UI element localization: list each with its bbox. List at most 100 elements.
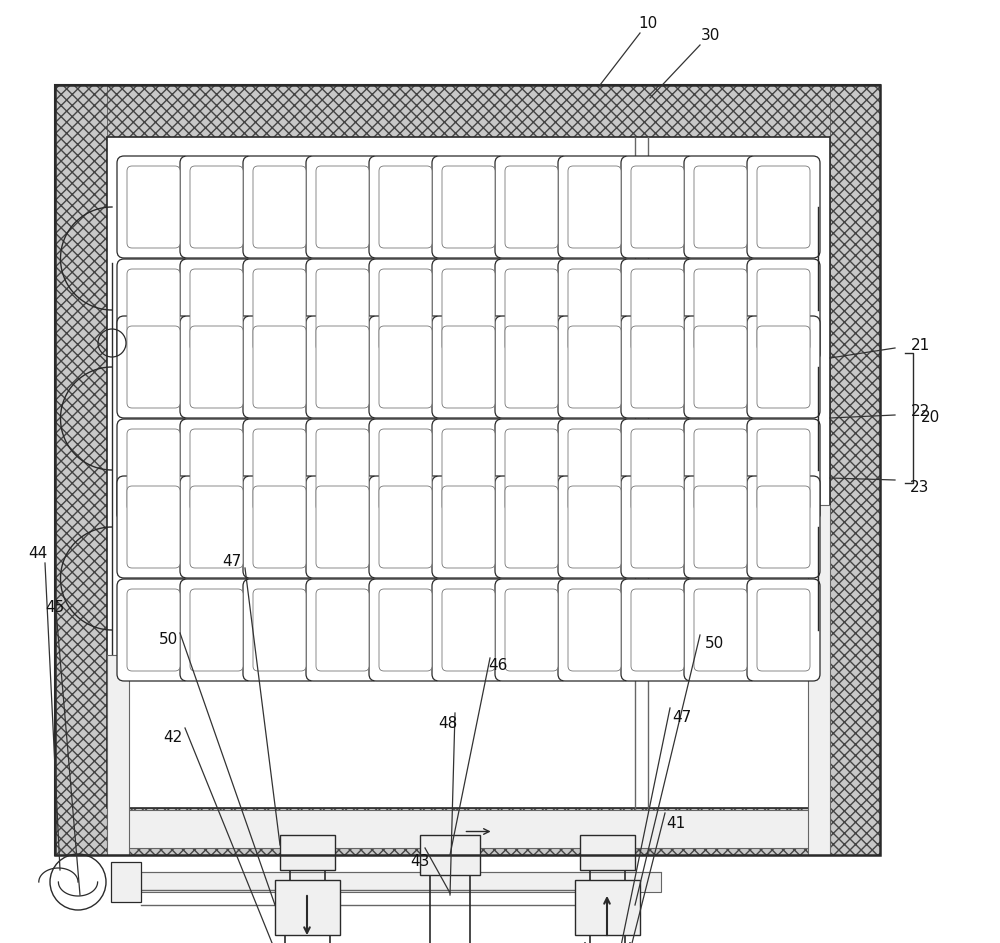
Text: 47: 47 bbox=[222, 554, 242, 569]
FancyBboxPatch shape bbox=[505, 429, 558, 511]
FancyBboxPatch shape bbox=[243, 316, 316, 418]
Text: 23: 23 bbox=[910, 481, 930, 495]
FancyBboxPatch shape bbox=[127, 326, 180, 408]
Bar bbox=[830, 85, 880, 855]
FancyBboxPatch shape bbox=[316, 429, 369, 511]
FancyBboxPatch shape bbox=[568, 269, 621, 351]
FancyBboxPatch shape bbox=[558, 579, 631, 681]
FancyBboxPatch shape bbox=[684, 476, 757, 578]
FancyBboxPatch shape bbox=[568, 326, 621, 408]
FancyBboxPatch shape bbox=[747, 259, 820, 361]
FancyBboxPatch shape bbox=[180, 419, 253, 521]
Bar bbox=[420, 835, 480, 875]
Bar bbox=[55, 85, 880, 137]
Text: 22: 22 bbox=[910, 405, 930, 420]
FancyBboxPatch shape bbox=[253, 589, 306, 671]
FancyBboxPatch shape bbox=[432, 579, 505, 681]
FancyBboxPatch shape bbox=[495, 419, 568, 521]
FancyBboxPatch shape bbox=[127, 486, 180, 568]
FancyBboxPatch shape bbox=[369, 259, 442, 361]
FancyBboxPatch shape bbox=[306, 316, 379, 418]
FancyBboxPatch shape bbox=[558, 156, 631, 258]
FancyBboxPatch shape bbox=[621, 476, 694, 578]
Text: 44: 44 bbox=[28, 545, 48, 560]
FancyBboxPatch shape bbox=[117, 476, 190, 578]
FancyBboxPatch shape bbox=[495, 259, 568, 361]
FancyBboxPatch shape bbox=[747, 419, 820, 521]
FancyBboxPatch shape bbox=[631, 269, 684, 351]
FancyBboxPatch shape bbox=[180, 579, 253, 681]
Bar bbox=[111, 862, 141, 902]
FancyBboxPatch shape bbox=[558, 476, 631, 578]
FancyBboxPatch shape bbox=[306, 476, 379, 578]
FancyBboxPatch shape bbox=[621, 316, 694, 418]
Bar bbox=[808, 505, 830, 855]
FancyBboxPatch shape bbox=[379, 429, 432, 511]
FancyBboxPatch shape bbox=[631, 326, 684, 408]
Bar bbox=[141, 872, 661, 892]
FancyBboxPatch shape bbox=[757, 269, 810, 351]
FancyBboxPatch shape bbox=[495, 579, 568, 681]
FancyBboxPatch shape bbox=[442, 589, 495, 671]
FancyBboxPatch shape bbox=[558, 259, 631, 361]
FancyBboxPatch shape bbox=[432, 156, 505, 258]
FancyBboxPatch shape bbox=[117, 316, 190, 418]
FancyBboxPatch shape bbox=[442, 269, 495, 351]
FancyBboxPatch shape bbox=[127, 166, 180, 248]
Text: 50: 50 bbox=[704, 636, 724, 651]
FancyBboxPatch shape bbox=[190, 166, 243, 248]
FancyBboxPatch shape bbox=[243, 419, 316, 521]
FancyBboxPatch shape bbox=[253, 326, 306, 408]
Text: 10: 10 bbox=[638, 15, 658, 30]
FancyBboxPatch shape bbox=[505, 269, 558, 351]
FancyBboxPatch shape bbox=[117, 419, 190, 521]
FancyBboxPatch shape bbox=[432, 259, 505, 361]
FancyBboxPatch shape bbox=[243, 579, 316, 681]
Text: 48: 48 bbox=[438, 716, 458, 731]
FancyBboxPatch shape bbox=[379, 269, 432, 351]
FancyBboxPatch shape bbox=[253, 429, 306, 511]
FancyBboxPatch shape bbox=[505, 589, 558, 671]
FancyBboxPatch shape bbox=[747, 476, 820, 578]
FancyBboxPatch shape bbox=[316, 326, 369, 408]
FancyBboxPatch shape bbox=[495, 316, 568, 418]
Bar bbox=[107, 137, 830, 808]
Text: 46: 46 bbox=[488, 657, 508, 672]
FancyBboxPatch shape bbox=[694, 269, 747, 351]
FancyBboxPatch shape bbox=[621, 419, 694, 521]
FancyBboxPatch shape bbox=[568, 486, 621, 568]
Text: 45: 45 bbox=[45, 601, 65, 616]
FancyBboxPatch shape bbox=[243, 476, 316, 578]
FancyBboxPatch shape bbox=[117, 579, 190, 681]
FancyBboxPatch shape bbox=[757, 429, 810, 511]
Bar bbox=[275, 880, 340, 935]
FancyBboxPatch shape bbox=[316, 166, 369, 248]
FancyBboxPatch shape bbox=[757, 589, 810, 671]
FancyBboxPatch shape bbox=[379, 166, 432, 248]
FancyBboxPatch shape bbox=[747, 579, 820, 681]
Bar bbox=[575, 880, 640, 935]
Bar bbox=[580, 835, 635, 870]
FancyBboxPatch shape bbox=[432, 476, 505, 578]
FancyBboxPatch shape bbox=[432, 419, 505, 521]
FancyBboxPatch shape bbox=[379, 589, 432, 671]
FancyBboxPatch shape bbox=[684, 259, 757, 361]
FancyBboxPatch shape bbox=[117, 259, 190, 361]
FancyBboxPatch shape bbox=[568, 429, 621, 511]
FancyBboxPatch shape bbox=[180, 156, 253, 258]
FancyBboxPatch shape bbox=[757, 166, 810, 248]
Text: 50: 50 bbox=[158, 633, 178, 648]
FancyBboxPatch shape bbox=[684, 579, 757, 681]
FancyBboxPatch shape bbox=[495, 476, 568, 578]
FancyBboxPatch shape bbox=[253, 269, 306, 351]
FancyBboxPatch shape bbox=[243, 156, 316, 258]
FancyBboxPatch shape bbox=[568, 166, 621, 248]
Bar bbox=[107, 655, 129, 855]
FancyBboxPatch shape bbox=[621, 156, 694, 258]
FancyBboxPatch shape bbox=[316, 269, 369, 351]
FancyBboxPatch shape bbox=[127, 589, 180, 671]
FancyBboxPatch shape bbox=[316, 589, 369, 671]
FancyBboxPatch shape bbox=[621, 579, 694, 681]
FancyBboxPatch shape bbox=[757, 326, 810, 408]
Bar bbox=[55, 85, 880, 855]
